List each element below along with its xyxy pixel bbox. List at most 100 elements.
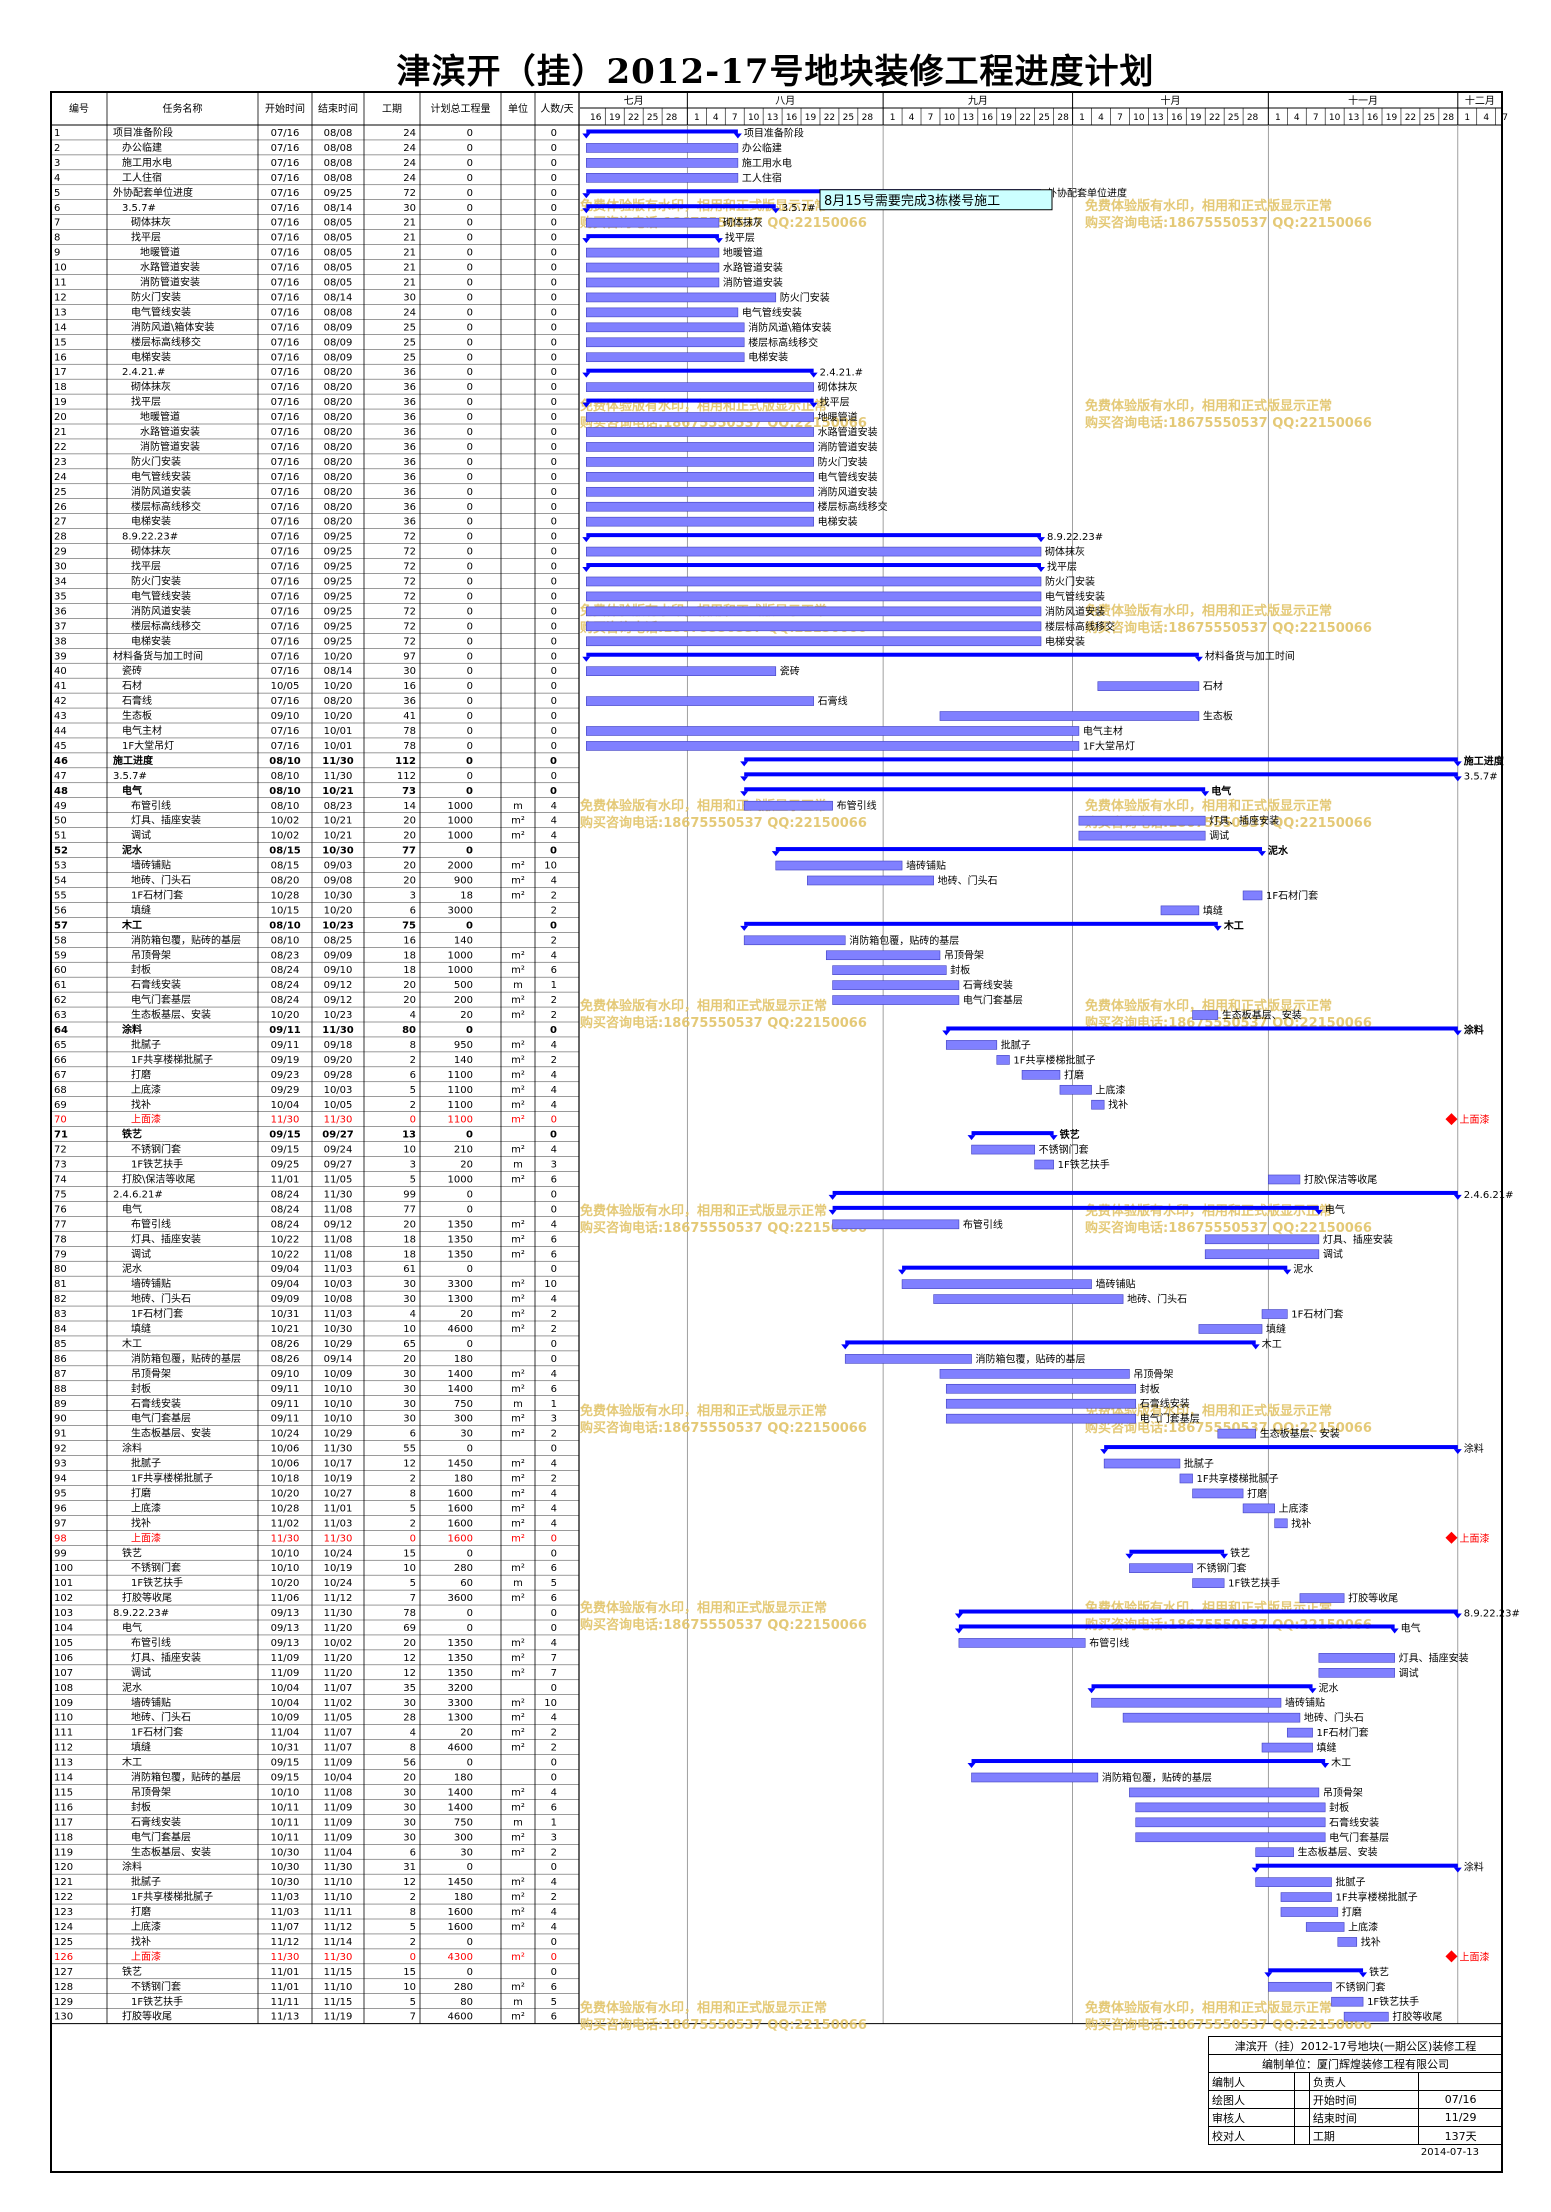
task-start: 07/16	[271, 666, 300, 677]
task-quantity: 1600	[448, 1488, 473, 1499]
task-name: 1F石材门套	[131, 1307, 183, 1320]
day-tick-label: 22	[1019, 113, 1030, 123]
task-name: 1F石材门套	[131, 888, 183, 901]
task-bar	[586, 666, 777, 676]
task-duration: 36	[403, 397, 416, 408]
task-quantity: 30	[460, 1429, 473, 1440]
task-end: 11/14	[324, 1937, 353, 1948]
task-start: 11/06	[271, 1593, 300, 1604]
task-quantity: 3600	[448, 1593, 473, 1604]
task-bar	[1135, 1832, 1326, 1843]
task-name: 防火门安装	[131, 290, 181, 303]
row-id: 86	[54, 1354, 67, 1365]
task-name: 填缝	[131, 1741, 151, 1754]
task-unit: m²	[511, 1877, 525, 1888]
row-id: 18	[54, 382, 67, 393]
bar-label: 8.9.22.23#	[1464, 1609, 1520, 1620]
task-name: 施工进度	[113, 754, 154, 767]
summary-bar	[586, 234, 719, 239]
bar-label: 灯具、插座安装	[1209, 814, 1279, 827]
task-people: 0	[551, 1608, 557, 1619]
task-bar	[958, 1638, 1086, 1648]
task-name: 工人住宿	[122, 171, 162, 184]
row-id: 112	[54, 1743, 73, 1754]
task-end: 10/20	[324, 651, 353, 662]
task-people: 10	[544, 861, 557, 872]
task-start: 07/16	[271, 173, 300, 184]
task-start: 10/31	[271, 1743, 300, 1754]
task-quantity: 18	[460, 890, 473, 901]
summary-bar	[744, 757, 1458, 762]
summary-bar	[775, 847, 1263, 852]
day-tick-label: 4	[1098, 113, 1104, 123]
task-name: 不锈钢门套	[131, 1143, 181, 1156]
bar-label: 施工用水电	[742, 156, 792, 169]
row-id: 80	[54, 1264, 67, 1275]
task-bar	[586, 546, 1042, 557]
day-tick-label: 28	[1443, 113, 1455, 123]
row-id: 103	[54, 1608, 73, 1619]
task-name: 调试	[131, 1666, 151, 1679]
task-quantity: 0	[467, 292, 473, 303]
task-name: 瓷砖	[122, 664, 142, 677]
row-id: 101	[54, 1578, 73, 1589]
task-duration: 5	[410, 1503, 416, 1514]
task-quantity: 3300	[448, 1279, 473, 1290]
task-duration: 10	[403, 1145, 416, 1156]
task-people: 0	[551, 263, 557, 274]
task-end: 10/05	[324, 1100, 353, 1111]
task-end: 09/12	[324, 980, 353, 991]
task-name: 电气门套基层	[131, 1830, 191, 1843]
task-people: 0	[551, 651, 557, 662]
task-unit: m²	[511, 1922, 525, 1933]
row-id: 45	[54, 741, 67, 752]
bar-label: 布管引线	[963, 1218, 1003, 1231]
bar-label: 消防风道\箱体安装	[748, 321, 831, 334]
row-id: 76	[54, 1204, 67, 1215]
row-id: 109	[54, 1698, 73, 1709]
task-people: 0	[551, 1339, 557, 1350]
bar-label: 涂料	[1464, 1861, 1484, 1874]
task-bar	[945, 1413, 1137, 1424]
summary-cap	[714, 238, 723, 244]
task-bar	[1122, 1712, 1301, 1723]
month-label: 十月	[1160, 94, 1180, 107]
task-people: 6	[551, 1982, 557, 1993]
task-end: 11/05	[324, 1175, 353, 1186]
task-quantity: 0	[467, 412, 473, 423]
summary-cap	[1314, 1209, 1323, 1215]
task-duration: 78	[403, 1608, 416, 1619]
task-duration: 30	[403, 1384, 416, 1395]
task-unit: m²	[511, 1309, 525, 1320]
task-people: 0	[551, 517, 557, 528]
task-name: 灯具、插座安装	[131, 814, 201, 827]
task-unit: m²	[511, 1713, 525, 1724]
row-id: 60	[54, 965, 67, 976]
task-bar	[586, 636, 1042, 647]
task-duration: 12	[403, 1653, 416, 1664]
task-duration: 24	[403, 128, 416, 139]
task-bar	[971, 1144, 1035, 1155]
task-unit: m²	[511, 1459, 525, 1470]
bar-label: 木工	[1331, 1757, 1351, 1769]
task-people: 2	[551, 1474, 557, 1485]
task-people: 0	[551, 666, 557, 677]
task-name: 铁艺	[122, 1546, 142, 1559]
bar-label: 铁艺	[1369, 1965, 1389, 1978]
row-id: 89	[54, 1399, 67, 1410]
bar-label: 1F铁艺扶手	[1367, 1995, 1419, 2008]
row-id: 120	[54, 1862, 73, 1873]
task-people: 6	[551, 1563, 557, 1574]
task-start: 09/11	[269, 1025, 301, 1036]
bar-label: 批腻子	[1184, 1457, 1214, 1470]
callout-text: 8月15号需要完成3栋楼号施工	[824, 193, 1000, 209]
task-name: 打磨	[131, 1905, 151, 1918]
row-id: 23	[54, 457, 67, 468]
task-end: 11/07	[324, 1728, 353, 1739]
footer-label: 编制人	[1208, 2072, 1295, 2091]
task-quantity: 0	[467, 457, 473, 468]
task-name: 填缝	[131, 1322, 151, 1335]
task-people: 6	[551, 1802, 557, 1813]
task-start: 09/04	[271, 1279, 300, 1290]
task-bar	[1204, 1234, 1320, 1245]
